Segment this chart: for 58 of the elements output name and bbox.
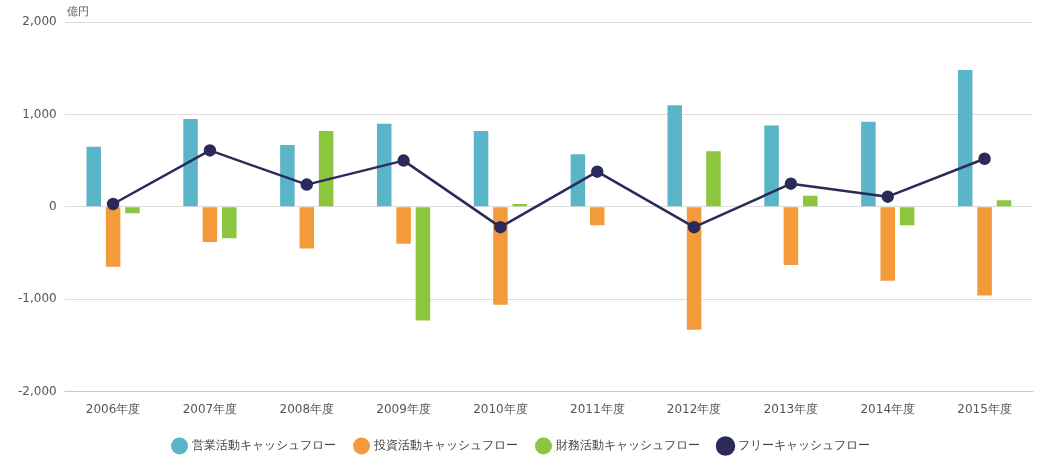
point xyxy=(397,154,410,167)
bar xyxy=(783,207,799,266)
bar xyxy=(222,207,237,239)
y-tick-label: 0 xyxy=(49,198,57,213)
bar xyxy=(570,154,586,207)
point xyxy=(978,152,991,165)
point xyxy=(494,220,507,234)
bar xyxy=(861,121,876,207)
x-tick-label: 2014年度 xyxy=(860,401,916,416)
x-tick-label: 2015年度 xyxy=(957,401,1012,416)
y-axis-title: 億円 xyxy=(66,5,89,19)
x-tick-label: 2007年度 xyxy=(182,401,238,416)
bar xyxy=(415,207,431,321)
x-tick-label: 2012年度 xyxy=(666,401,722,416)
y-tick-label: 1,000 xyxy=(22,106,57,121)
x-tick-label: 2010年度 xyxy=(473,401,528,416)
bar xyxy=(396,207,411,244)
bar xyxy=(202,207,218,242)
point xyxy=(881,190,894,203)
point xyxy=(300,178,314,191)
bar xyxy=(493,207,508,305)
legend-label: 財務活動キャッシュフロー xyxy=(555,438,700,453)
x-tick-label: 2006年度 xyxy=(85,401,141,416)
bar xyxy=(764,125,779,207)
bar xyxy=(473,131,489,207)
point xyxy=(687,220,701,234)
bar xyxy=(996,200,1012,207)
x-tick-label: 2013年度 xyxy=(763,401,819,416)
bar xyxy=(803,195,818,207)
x-tick-label: 2011年度 xyxy=(569,401,625,416)
bar xyxy=(86,146,101,207)
point xyxy=(591,165,604,178)
bar xyxy=(667,105,682,207)
bar xyxy=(299,207,315,249)
bar xyxy=(977,207,992,296)
legend-label: 投資活動キャッシュフロー xyxy=(372,438,518,453)
bar xyxy=(125,207,140,214)
bar xyxy=(376,123,392,207)
y-tick-label: -1,000 xyxy=(18,291,57,306)
bar xyxy=(899,207,915,226)
bar xyxy=(706,151,721,207)
bar xyxy=(880,207,896,281)
legend-label: 営業活動キャッシュフロー xyxy=(191,438,336,453)
x-tick-label: 2009年度 xyxy=(376,401,431,416)
point xyxy=(203,144,217,157)
point xyxy=(784,177,798,190)
bar xyxy=(686,207,702,330)
bar xyxy=(183,119,198,207)
bar xyxy=(318,131,334,207)
y-tick-label: 2,000 xyxy=(22,14,57,29)
y-tick-label: -2,000 xyxy=(18,383,57,398)
x-tick-label: 2008年度 xyxy=(279,401,335,416)
bar xyxy=(280,144,295,207)
legend-label: フリーキャッシュフロー xyxy=(737,438,870,453)
bar xyxy=(105,207,121,267)
point xyxy=(106,197,120,211)
bar xyxy=(590,207,605,226)
bar xyxy=(957,70,973,207)
